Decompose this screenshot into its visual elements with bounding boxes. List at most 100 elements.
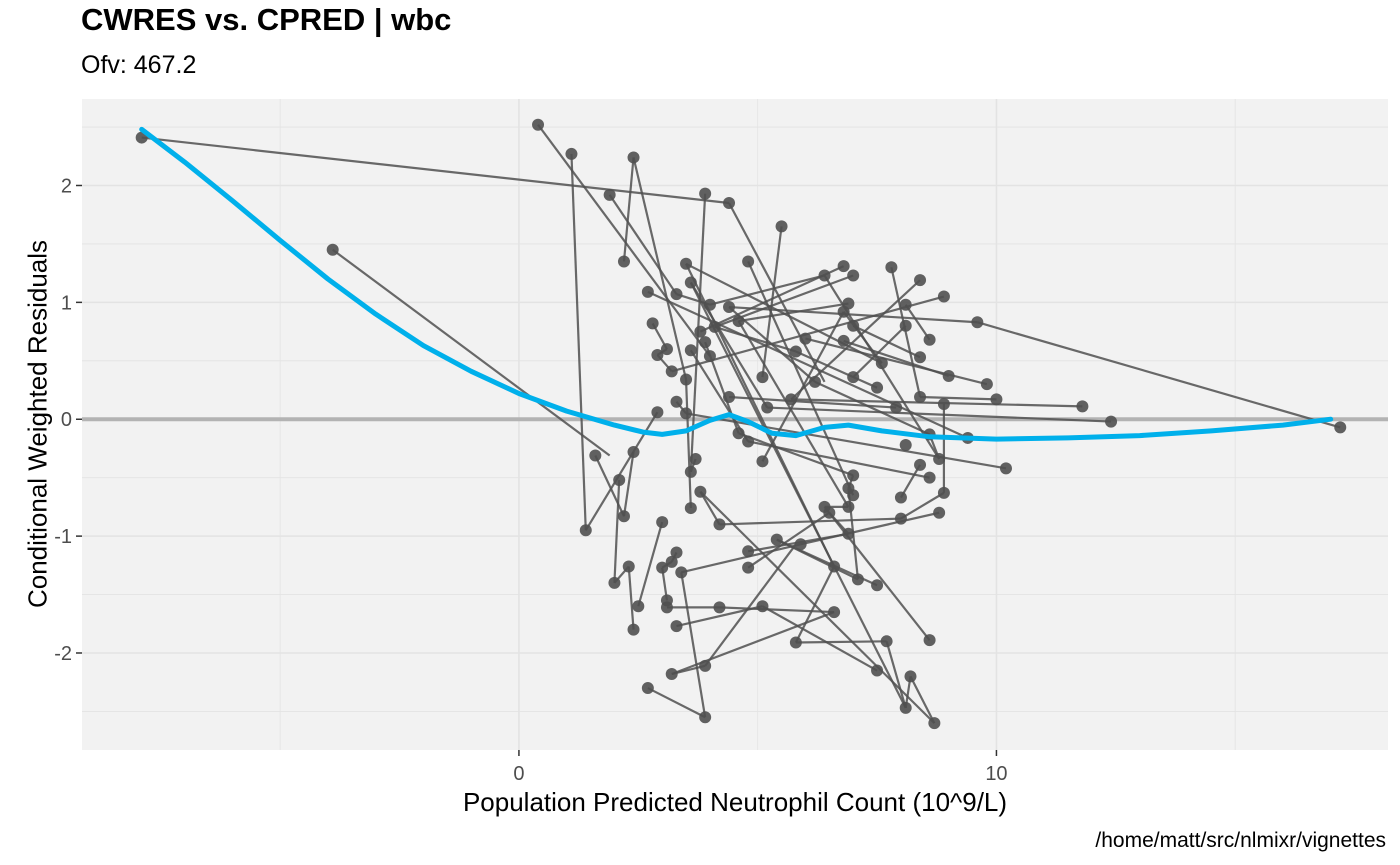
data-point [632,600,645,613]
data-point [703,350,716,363]
data-point [880,635,893,648]
connecting-segment [689,281,769,409]
plot-caption: /home/matt/src/nlmixr/vignettes [1095,829,1386,852]
data-point [808,375,821,388]
connecting-segment [699,490,936,724]
data-point [775,220,788,233]
data-point [847,319,860,332]
data-point [933,506,946,519]
data-point [756,455,769,468]
data-point [656,516,669,529]
connecting-segment [852,324,907,378]
connecting-segment [704,543,797,667]
data-points [135,118,1347,730]
connecting-segment [791,398,1083,408]
data-point [789,636,802,649]
data-point [646,317,659,330]
data-point [1105,415,1118,428]
connecting-segment [747,440,930,479]
connecting-segment [709,274,825,306]
data-point [742,545,755,558]
connecting-segment [608,194,678,295]
data-point [999,462,1012,475]
connecting-segment [689,281,907,709]
y-tick-label: -2 [54,643,72,665]
data-point [899,701,912,714]
x-axis-label: Population Predicted Neutrophil Count (1… [462,787,1008,817]
data-point [699,336,712,349]
connecting-segment [800,511,940,546]
data-point [914,391,927,404]
data-point [785,393,798,406]
data-point [670,395,683,408]
data-point [617,510,630,523]
connecting-segment [738,302,849,323]
data-point [837,260,850,273]
data-point [789,345,802,358]
data-point [742,561,755,574]
x-axis-ticks: 0 10 [513,750,1008,785]
data-point [641,285,654,298]
data-point [660,601,673,614]
connecting-segment [537,124,711,357]
y-tick-label: -1 [54,526,72,548]
data-point [923,333,936,346]
connecting-segment [570,153,587,531]
data-point [326,243,339,256]
data-point [732,315,745,328]
connecting-segment [899,464,921,499]
data-point [837,334,850,347]
data-point [885,261,898,274]
connecting-segment [685,412,1007,470]
data-point [799,332,812,345]
data-point [532,118,545,131]
data-point [923,471,936,484]
data-point [680,373,693,386]
smooth-line [139,126,1334,442]
connecting-segment [977,321,1341,429]
data-point [756,371,769,384]
data-point [818,269,831,282]
connecting-segment [622,451,635,517]
data-point [971,316,984,329]
connecting-segment [719,606,835,614]
connecting-segment [761,605,878,672]
data-point [689,452,702,465]
data-point [684,344,697,357]
connecting-segment [647,687,706,719]
data-point [871,381,884,394]
data-point [622,560,635,573]
data-point [1334,421,1347,434]
connecting-segment [594,455,625,517]
data-point [665,555,678,568]
data-point [680,257,693,270]
data-point [684,502,697,515]
data-point [942,369,955,382]
connecting-segment [737,320,850,508]
chart-title: CWRES vs. CPRED | wbc [81,2,452,37]
connecting-segment [920,395,997,401]
data-point [761,401,774,414]
data-point [794,538,807,551]
connecting-segment [885,641,907,709]
data-point [828,560,841,573]
connecting-segment [900,491,945,520]
data-point [899,438,912,451]
connecting-segment [719,517,901,526]
data-point [713,601,726,614]
connecting-segment [680,572,707,718]
data-point [937,398,950,411]
connecting-segment [627,566,635,630]
connecting-segment [637,521,664,607]
connecting-segment [728,305,978,324]
data-point [847,269,860,282]
data-point [990,393,1003,406]
chart-subtitle: Ofv: 467.2 [81,51,197,79]
connecting-segment [632,157,688,380]
data-point [742,255,755,268]
data-point [732,427,745,440]
connecting-segment [699,491,721,525]
data-point [818,500,831,513]
data-point [641,682,654,695]
